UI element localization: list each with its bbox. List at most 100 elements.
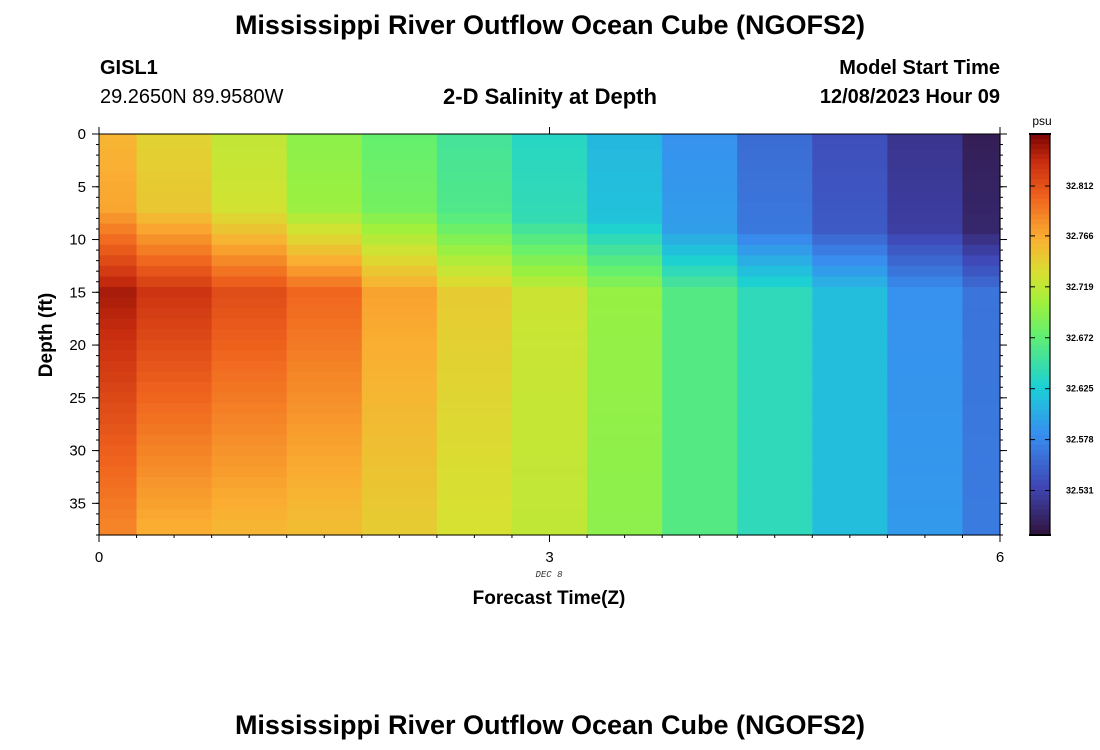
heatmap-cell <box>361 149 438 161</box>
heatmap-cell <box>887 265 964 278</box>
heatmap-cell <box>887 134 964 140</box>
colorbar-segment <box>1030 314 1050 321</box>
heatmap-cell <box>737 339 813 351</box>
heatmap-cell <box>436 223 513 235</box>
heatmap-cell <box>511 308 588 320</box>
heatmap-cell <box>962 519 1001 536</box>
heatmap-cell <box>737 455 813 468</box>
heatmap-cell <box>436 318 513 330</box>
heatmap-cell <box>662 134 738 140</box>
heatmap-cell <box>737 255 813 267</box>
heatmap-cell <box>99 149 138 161</box>
heatmap-cell <box>286 265 363 278</box>
heatmap-cell <box>737 434 813 446</box>
colorbar-segment <box>1030 229 1050 235</box>
heatmap-cell <box>511 424 588 436</box>
heatmap-cell <box>99 202 138 214</box>
heatmap-cell <box>136 234 213 246</box>
heatmap-cell <box>286 381 363 394</box>
heatmap-cell <box>662 234 738 246</box>
heatmap-cell <box>136 455 213 468</box>
heatmap-cell <box>436 424 513 436</box>
colorbar-segment <box>1030 359 1050 366</box>
heatmap-cell <box>511 434 588 446</box>
heatmap-cell <box>511 234 588 246</box>
heatmap-cell <box>436 381 513 394</box>
heatmap-cell <box>211 160 288 172</box>
heatmap-cell <box>361 466 438 478</box>
heatmap-cell <box>286 403 363 415</box>
colorbar-segment <box>1030 434 1050 441</box>
heatmap-cell <box>361 329 438 341</box>
heatmap-cell <box>587 413 663 425</box>
heatmap-cell <box>587 255 663 267</box>
heatmap-cell <box>511 487 588 499</box>
heatmap-cell <box>887 276 964 288</box>
heatmap-cell <box>962 498 1001 510</box>
heatmap-cell <box>737 202 813 214</box>
heatmap-cell <box>511 297 588 309</box>
heatmap-cell <box>99 360 138 373</box>
heatmap-cell <box>887 213 964 225</box>
heatmap-cell <box>662 371 738 383</box>
heatmap-cell <box>511 403 588 415</box>
heatmap-cell <box>511 413 588 425</box>
heatmap-cell <box>962 318 1001 330</box>
heatmap-cell <box>962 287 1001 299</box>
heatmap-cell <box>361 265 438 278</box>
heatmap-cell <box>812 234 888 246</box>
heatmap-cell <box>887 170 964 183</box>
heatmap-cell <box>361 202 438 214</box>
heatmap-cell <box>361 487 438 499</box>
heatmap-cell <box>286 318 363 330</box>
heatmap-cell <box>887 466 964 478</box>
heatmap-cell <box>662 403 738 415</box>
heatmap-cell <box>136 276 213 288</box>
heatmap-cell <box>136 308 213 320</box>
colorbar-tick-label: 32.812 <box>1066 181 1094 191</box>
heatmap-cell <box>211 329 288 341</box>
heatmap-cell <box>99 160 138 172</box>
heatmap-cell <box>136 381 213 394</box>
colorbar-segment <box>1030 514 1050 521</box>
heatmap-cell <box>211 508 288 520</box>
heatmap-cell <box>211 487 288 499</box>
heatmap-cell <box>211 134 288 140</box>
heatmap-cell <box>361 223 438 235</box>
heatmap-cell <box>99 265 138 278</box>
colorbar-segment <box>1030 239 1050 245</box>
heatmap-cell <box>361 192 438 204</box>
heatmap-cell <box>587 487 663 499</box>
heatmap-cell <box>211 392 288 404</box>
colorbar-tick-label: 32.531 <box>1066 486 1094 496</box>
heatmap-cell <box>436 371 513 383</box>
heatmap-cell <box>361 287 438 299</box>
heatmap-cell <box>136 297 213 309</box>
heatmap-cell <box>662 519 738 536</box>
heatmap-cell <box>99 498 138 510</box>
heatmap-cell <box>887 297 964 309</box>
y-tick-label: 30 <box>69 443 86 460</box>
heatmap-cell <box>962 160 1001 172</box>
heatmap-cell <box>136 403 213 415</box>
colorbar-segment <box>1030 264 1050 270</box>
heatmap-cell <box>286 160 363 172</box>
heatmap-cell <box>587 339 663 351</box>
y-tick-label: 0 <box>78 126 86 143</box>
heatmap-cell <box>211 434 288 446</box>
heatmap-cell <box>587 265 663 278</box>
heatmap-cell <box>436 160 513 172</box>
heatmap-cell <box>136 223 213 235</box>
heatmap-cell <box>587 287 663 299</box>
heatmap-cell <box>211 244 288 256</box>
heatmap-cell <box>99 139 138 151</box>
heatmap-cell <box>812 329 888 341</box>
heatmap-cell <box>662 276 738 288</box>
heatmap-cell <box>662 455 738 468</box>
heatmap-cell <box>812 519 888 536</box>
heatmap-cell <box>962 276 1001 288</box>
heatmap-cell <box>887 160 964 172</box>
heatmap-cell <box>587 308 663 320</box>
footer-title: Mississippi River Outflow Ocean Cube (NG… <box>234 710 866 740</box>
heatmap-cell <box>962 403 1001 415</box>
